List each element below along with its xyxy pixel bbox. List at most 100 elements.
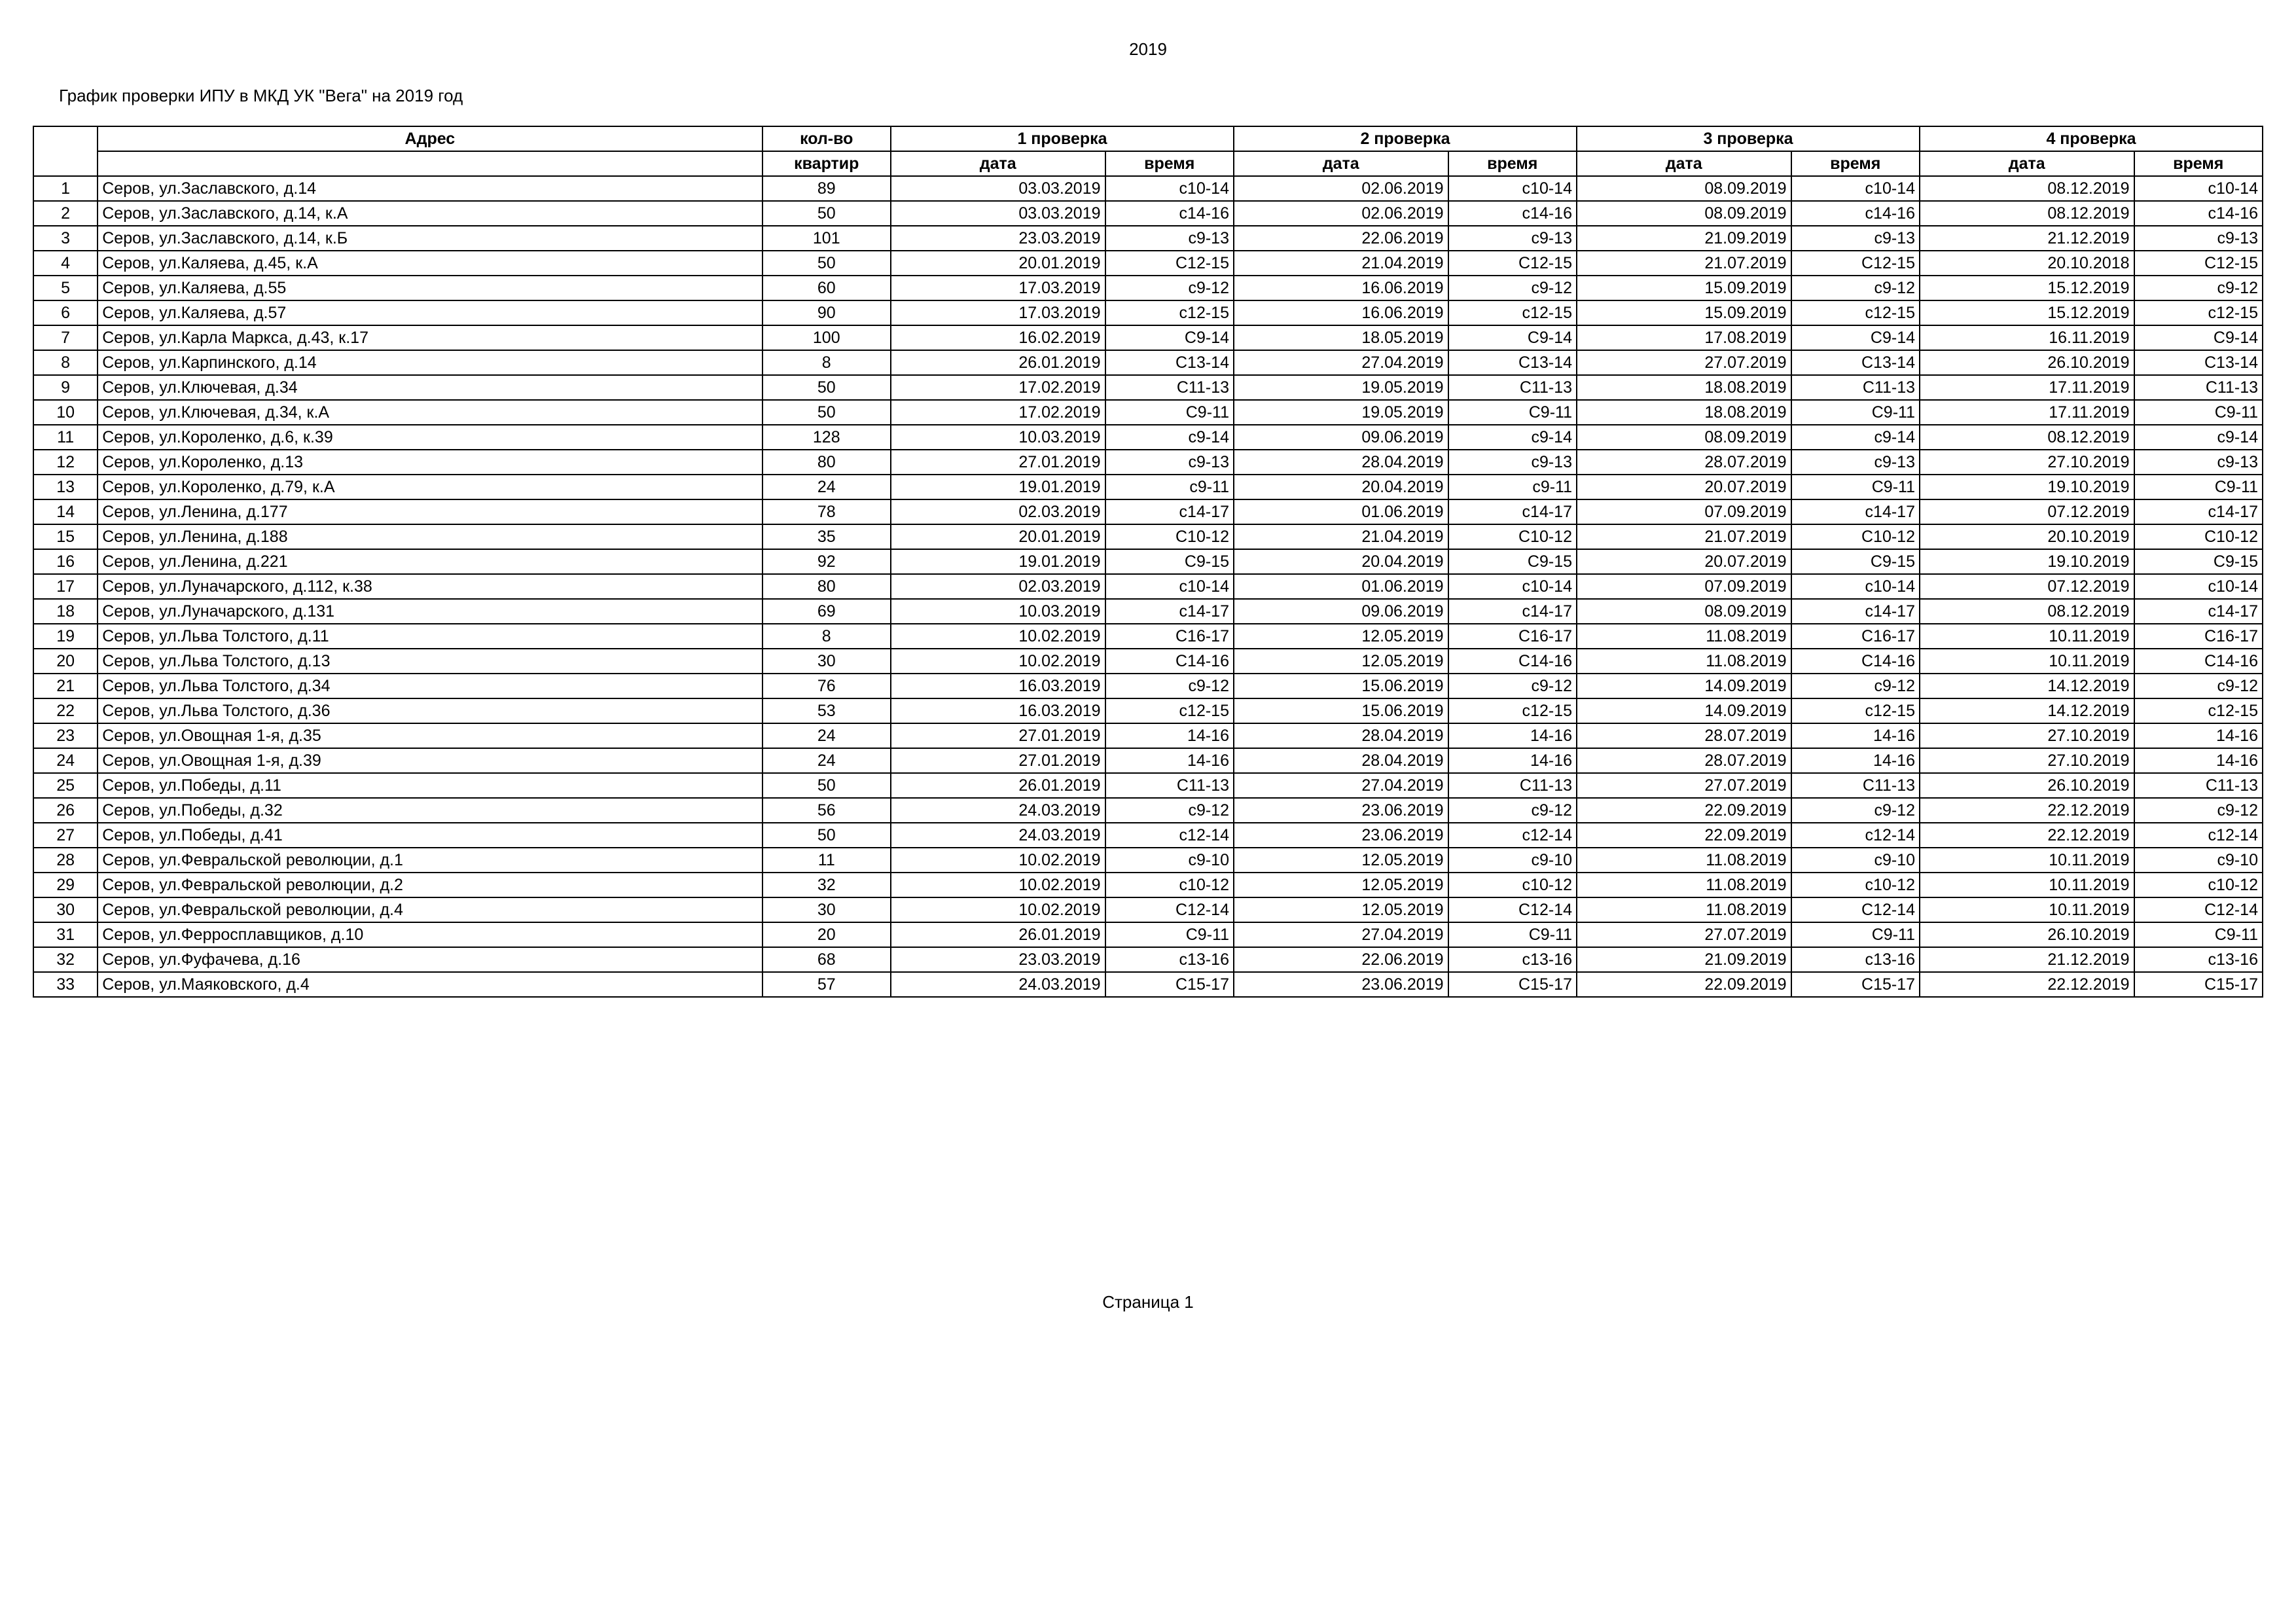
row-num: 29 — [33, 873, 98, 897]
row-time4: с9-13 — [2134, 450, 2263, 475]
row-qty: 100 — [762, 325, 891, 350]
row-date3: 15.09.2019 — [1577, 300, 1791, 325]
row-time1: С9-15 — [1105, 549, 1234, 574]
row-time2: с14-17 — [1448, 499, 1577, 524]
row-time1: С11-13 — [1105, 375, 1234, 400]
row-qty: 50 — [762, 823, 891, 848]
row-time1: с9-13 — [1105, 450, 1234, 475]
row-qty: 92 — [762, 549, 891, 574]
row-num: 21 — [33, 674, 98, 698]
row-time4: С9-14 — [2134, 325, 2263, 350]
row-date3: 18.08.2019 — [1577, 375, 1791, 400]
row-time1: с9-12 — [1105, 674, 1234, 698]
row-address: Серов, ул.Овощная 1-я, д.35 — [98, 723, 762, 748]
row-date1: 10.02.2019 — [891, 649, 1105, 674]
row-address: Серов, ул.Каляева, д.57 — [98, 300, 762, 325]
row-date3: 11.08.2019 — [1577, 897, 1791, 922]
row-address: Серов, ул.Ключевая, д.34, к.А — [98, 400, 762, 425]
row-qty: 50 — [762, 251, 891, 276]
row-date1: 10.02.2019 — [891, 897, 1105, 922]
row-date2: 28.04.2019 — [1234, 723, 1448, 748]
row-date2: 27.04.2019 — [1234, 773, 1448, 798]
row-address: Серов, ул.Заславского, д.14 — [98, 176, 762, 201]
row-date1: 27.01.2019 — [891, 723, 1105, 748]
col-time1: время — [1105, 151, 1234, 176]
row-time4: с14-17 — [2134, 499, 2263, 524]
row-date4: 08.12.2019 — [1920, 425, 2134, 450]
row-date1: 16.02.2019 — [891, 325, 1105, 350]
row-time1: с12-14 — [1105, 823, 1234, 848]
row-qty: 50 — [762, 375, 891, 400]
row-num: 32 — [33, 947, 98, 972]
row-time1: с9-12 — [1105, 276, 1234, 300]
row-time4: с14-17 — [2134, 599, 2263, 624]
row-time3: С13-14 — [1791, 350, 1920, 375]
row-qty: 32 — [762, 873, 891, 897]
row-date3: 21.07.2019 — [1577, 251, 1791, 276]
row-address: Серов, ул.Февральской революции, д.2 — [98, 873, 762, 897]
row-time1: с12-15 — [1105, 300, 1234, 325]
table-row: 18Серов, ул.Луначарского, д.1316910.03.2… — [33, 599, 2263, 624]
row-time2: С9-14 — [1448, 325, 1577, 350]
row-date3: 14.09.2019 — [1577, 698, 1791, 723]
row-time1: С12-14 — [1105, 897, 1234, 922]
row-date4: 22.12.2019 — [1920, 972, 2134, 997]
row-qty: 56 — [762, 798, 891, 823]
row-date4: 22.12.2019 — [1920, 798, 2134, 823]
row-time4: С11-13 — [2134, 773, 2263, 798]
row-time1: С15-17 — [1105, 972, 1234, 997]
row-time4: С9-11 — [2134, 400, 2263, 425]
row-num: 11 — [33, 425, 98, 450]
row-time2: с9-14 — [1448, 425, 1577, 450]
row-date3: 08.09.2019 — [1577, 176, 1791, 201]
row-num: 14 — [33, 499, 98, 524]
row-time1: С9-14 — [1105, 325, 1234, 350]
row-time3: с9-14 — [1791, 425, 1920, 450]
row-date1: 26.01.2019 — [891, 350, 1105, 375]
row-time4: С14-16 — [2134, 649, 2263, 674]
row-time1: 14-16 — [1105, 748, 1234, 773]
row-time2: с9-10 — [1448, 848, 1577, 873]
row-time3: с10-14 — [1791, 176, 1920, 201]
row-date1: 10.02.2019 — [891, 848, 1105, 873]
col-qty: кол-во квартиркол-во — [762, 126, 891, 151]
row-date1: 24.03.2019 — [891, 972, 1105, 997]
row-date3: 28.07.2019 — [1577, 748, 1791, 773]
row-time2: С12-14 — [1448, 897, 1577, 922]
row-time4: с9-10 — [2134, 848, 2263, 873]
row-date4: 19.10.2019 — [1920, 549, 2134, 574]
row-time4: с9-14 — [2134, 425, 2263, 450]
page-footer: Страница 1 — [33, 1292, 2263, 1312]
row-date4: 08.12.2019 — [1920, 201, 2134, 226]
row-address: Серов, ул.Февральской революции, д.4 — [98, 897, 762, 922]
row-date3: 08.09.2019 — [1577, 201, 1791, 226]
row-date1: 16.03.2019 — [891, 674, 1105, 698]
row-date4: 27.10.2019 — [1920, 723, 2134, 748]
row-qty: 30 — [762, 649, 891, 674]
row-num: 33 — [33, 972, 98, 997]
row-time3: с9-12 — [1791, 276, 1920, 300]
row-time3: С11-13 — [1791, 375, 1920, 400]
row-time2: с10-12 — [1448, 873, 1577, 897]
table-row: 28Серов, ул.Февральской революции, д.111… — [33, 848, 2263, 873]
row-num: 4 — [33, 251, 98, 276]
row-time4: с14-16 — [2134, 201, 2263, 226]
row-num: 19 — [33, 624, 98, 649]
row-date3: 11.08.2019 — [1577, 848, 1791, 873]
row-date1: 20.01.2019 — [891, 524, 1105, 549]
table-row: 30Серов, ул.Февральской революции, д.430… — [33, 897, 2263, 922]
row-time1: с14-16 — [1105, 201, 1234, 226]
row-date3: 27.07.2019 — [1577, 773, 1791, 798]
row-date3: 22.09.2019 — [1577, 972, 1791, 997]
row-qty: 78 — [762, 499, 891, 524]
row-date4: 07.12.2019 — [1920, 499, 2134, 524]
row-time3: С16-17 — [1791, 624, 1920, 649]
row-date1: 10.03.2019 — [891, 425, 1105, 450]
row-date4: 14.12.2019 — [1920, 698, 2134, 723]
row-date1: 02.03.2019 — [891, 499, 1105, 524]
row-date3: 17.08.2019 — [1577, 325, 1791, 350]
row-address: Серов, ул.Ленина, д.221 — [98, 549, 762, 574]
row-date4: 10.11.2019 — [1920, 897, 2134, 922]
row-date3: 18.08.2019 — [1577, 400, 1791, 425]
row-address: Серов, ул.Ленина, д.177 — [98, 499, 762, 524]
